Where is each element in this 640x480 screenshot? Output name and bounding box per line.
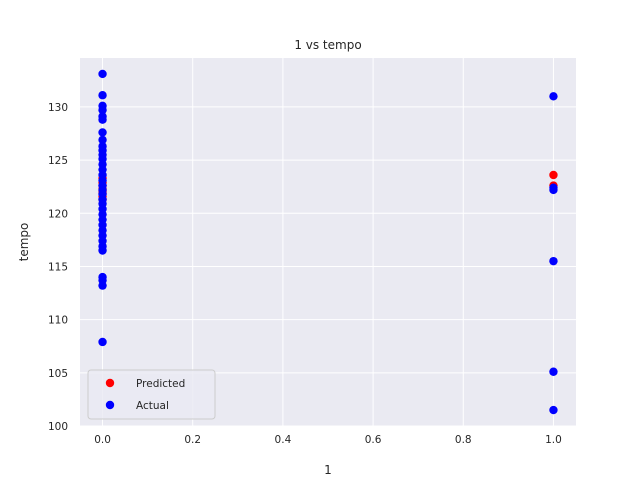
actual-point-39 xyxy=(549,405,558,415)
actual-point-29 xyxy=(98,246,107,255)
predicted-point-8 xyxy=(549,170,558,180)
actual-point-0 xyxy=(98,69,107,79)
actual-point-6 xyxy=(98,128,107,137)
data-points xyxy=(98,69,558,415)
legend-marker-predicted xyxy=(105,378,115,388)
actual-point-36 xyxy=(549,185,558,195)
x-tick-label-0: 0.0 xyxy=(94,434,111,446)
x-tick-label-5: 1.0 xyxy=(545,434,562,446)
legend-marker-actual xyxy=(105,400,115,410)
x-tick-label-2: 0.4 xyxy=(275,434,292,446)
actual-point-38 xyxy=(549,367,558,376)
y-tick-label-5: 125 xyxy=(48,155,68,167)
x-tick-label-1: 0.2 xyxy=(184,434,201,446)
x-tick-label-4: 0.8 xyxy=(455,434,472,446)
legend-label-predicted: Predicted xyxy=(136,378,185,390)
y-tick-label-4: 120 xyxy=(48,208,68,220)
x-tick-labels: 0.0 0.2 0.4 0.6 0.8 1.0 xyxy=(94,434,562,446)
legend-label-actual: Actual xyxy=(136,400,169,412)
legend: Predicted Actual xyxy=(87,369,216,420)
x-tick-label-3: 0.6 xyxy=(365,434,382,446)
legend-box xyxy=(87,369,216,420)
y-axis-label: tempo xyxy=(17,223,31,262)
y-tick-label-0: 100 xyxy=(48,421,68,433)
chart-title: 1 vs tempo xyxy=(294,38,361,52)
actual-point-1 xyxy=(98,91,107,100)
actual-point-5 xyxy=(98,115,107,124)
actual-point-34 xyxy=(549,92,558,101)
y-tick-label-6: 130 xyxy=(48,102,68,114)
actual-point-33 xyxy=(98,337,107,347)
y-tick-label-2: 110 xyxy=(48,315,68,327)
y-tick-label-3: 115 xyxy=(48,261,68,273)
actual-point-3 xyxy=(98,105,107,115)
y-tick-label-1: 105 xyxy=(48,368,68,380)
y-tick-labels: 100 105 110 115 120 125 130 xyxy=(48,102,68,433)
actual-point-37 xyxy=(549,256,558,266)
actual-point-7 xyxy=(98,135,107,145)
x-axis-label: 1 xyxy=(324,463,332,477)
actual-point-32 xyxy=(98,281,107,290)
plot-background xyxy=(80,58,576,426)
